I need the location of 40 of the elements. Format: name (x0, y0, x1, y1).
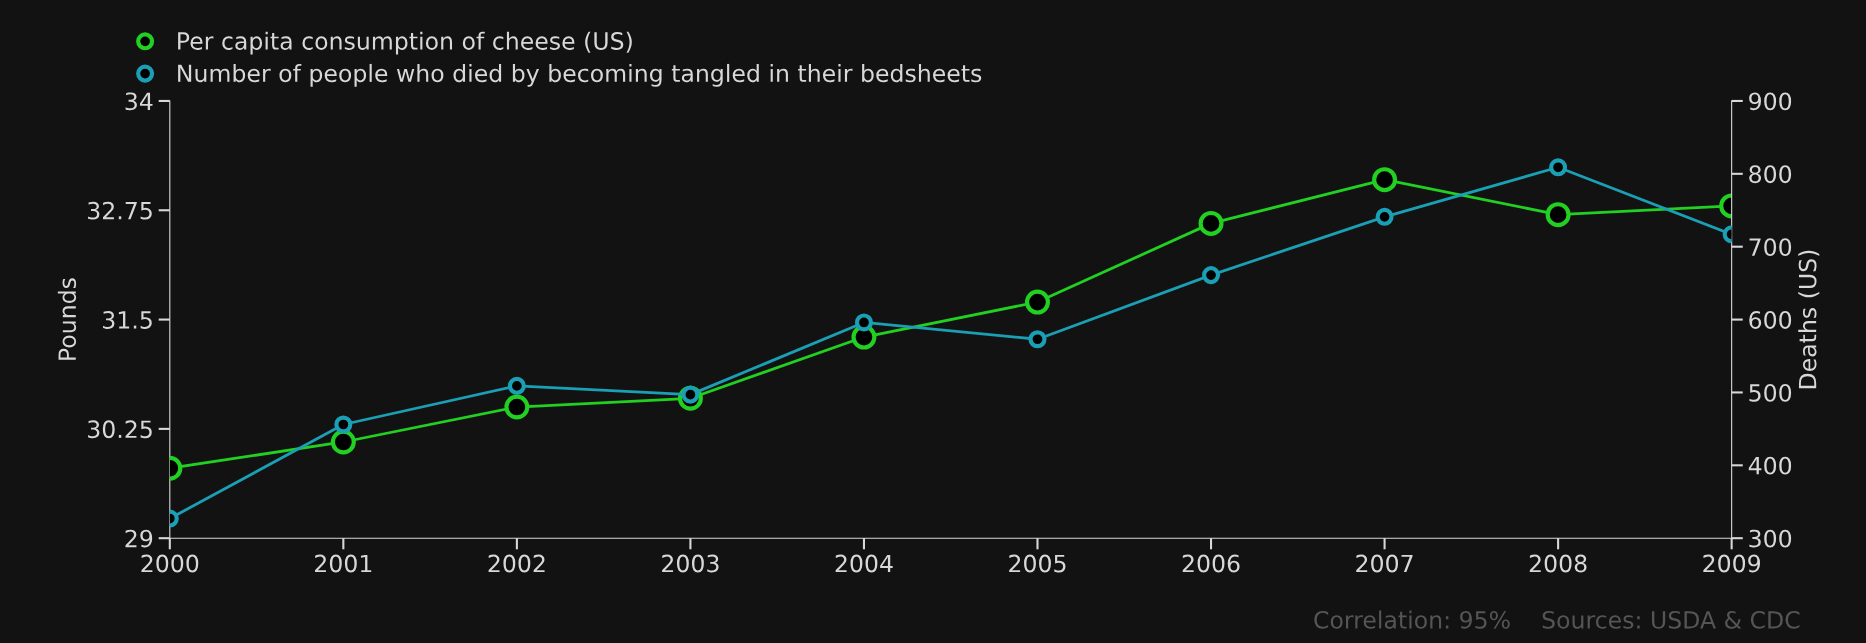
point (1372, 167, 1398, 193)
x-tick-label: 2009 (1703, 554, 1761, 573)
y2-tick-label: 300 (1749, 529, 1792, 548)
point (330, 429, 356, 455)
y-tick-label: 30.25 (88, 420, 152, 439)
x-tick-label: 2006 (1182, 554, 1240, 573)
y-tick-label: 31.5 (103, 311, 152, 329)
point (854, 313, 873, 332)
point (507, 376, 526, 395)
x-tick-label: 2003 (662, 554, 719, 573)
point (334, 415, 353, 434)
point (1202, 266, 1221, 285)
x-tick-label: 2001 (315, 554, 372, 573)
point (1545, 202, 1571, 228)
y2-tick-label: 700 (1749, 238, 1792, 256)
x-tick-label: 2008 (1529, 554, 1587, 573)
y-tick-label: 34 (125, 92, 153, 111)
y-axis-title: Pounds (57, 278, 77, 360)
x-tick-label: 2002 (488, 554, 545, 573)
x-tick-label: 2005 (1009, 554, 1066, 573)
y2-tick-label: 400 (1748, 456, 1792, 475)
x-tick-label: 2007 (1356, 554, 1413, 573)
y-tick-label: 29 (125, 529, 153, 548)
y2-tick-label: 600 (1749, 311, 1792, 329)
y2-axis-title: Deaths (US) (1798, 250, 1820, 389)
y2-tick-label: 800 (1749, 165, 1792, 184)
y-tick-label: 32.75 (88, 201, 152, 220)
point (504, 394, 530, 420)
x-tick-label: 2000 (141, 554, 199, 573)
point (1028, 330, 1047, 349)
legend-label: Per capita consumption of cheese (US) (178, 31, 632, 55)
point (1375, 207, 1394, 226)
point (1024, 289, 1050, 315)
text: Correlation: 95% Sources: USDA & CDC (1314, 610, 1800, 629)
y2-tick-label: 500 (1749, 383, 1792, 402)
y2-tick-label: 900 (1749, 92, 1792, 111)
legend-label: Number of people who died by becoming tangled in their bedsheets (178, 63, 982, 87)
x-tick-label: 2004 (835, 554, 893, 573)
point (1549, 158, 1568, 177)
point (1198, 210, 1224, 236)
